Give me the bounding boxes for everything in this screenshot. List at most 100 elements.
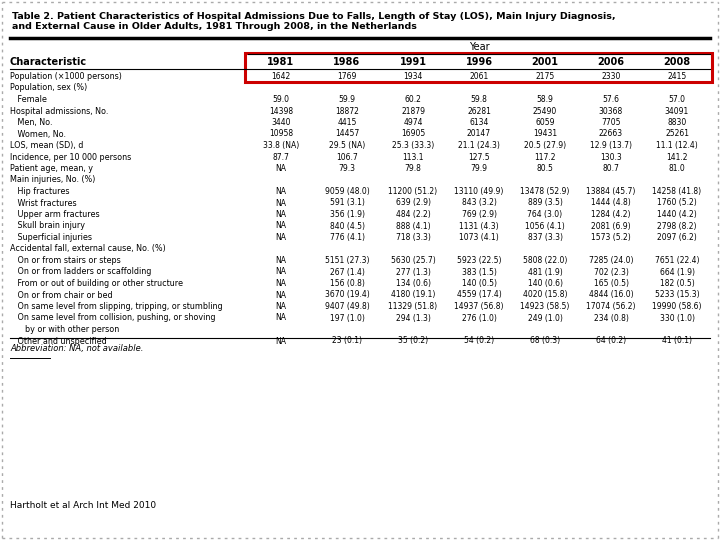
Text: NA: NA [276, 302, 287, 311]
Text: 2081 (6.9): 2081 (6.9) [591, 221, 631, 231]
Text: 6134: 6134 [469, 118, 489, 127]
Text: Skull brain injury: Skull brain injury [10, 221, 85, 231]
Text: From or out of building or other structure: From or out of building or other structu… [10, 279, 183, 288]
Text: 356 (1.9): 356 (1.9) [330, 210, 364, 219]
Text: 33.8 (NA): 33.8 (NA) [263, 141, 299, 150]
Text: 130.3: 130.3 [600, 152, 622, 161]
Text: 4020 (15.8): 4020 (15.8) [523, 291, 567, 300]
Text: 2006: 2006 [598, 57, 624, 67]
Text: 18872: 18872 [335, 106, 359, 116]
Text: 2798 (8.2): 2798 (8.2) [657, 221, 697, 231]
Text: 54 (0.2): 54 (0.2) [464, 336, 494, 346]
Text: 14937 (56.8): 14937 (56.8) [454, 302, 504, 311]
Text: NA: NA [276, 221, 287, 231]
Text: 79.9: 79.9 [470, 164, 487, 173]
Text: 484 (2.2): 484 (2.2) [395, 210, 431, 219]
Text: 702 (2.3): 702 (2.3) [593, 267, 629, 276]
Text: Upper arm fractures: Upper arm fractures [10, 210, 99, 219]
Text: 7705: 7705 [601, 118, 621, 127]
Text: 23 (0.1): 23 (0.1) [332, 336, 362, 346]
Text: Other and unspecified: Other and unspecified [10, 336, 107, 346]
Text: Incidence, per 10 000 persons: Incidence, per 10 000 persons [10, 152, 131, 161]
Text: 64 (0.2): 64 (0.2) [596, 336, 626, 346]
Text: 1573 (5.2): 1573 (5.2) [591, 233, 631, 242]
Text: 1991: 1991 [400, 57, 426, 67]
Text: by or with other person: by or with other person [10, 325, 120, 334]
Text: 25261: 25261 [665, 130, 689, 138]
Text: 113.1: 113.1 [402, 152, 424, 161]
Text: 60.2: 60.2 [405, 95, 421, 104]
Text: 276 (1.0): 276 (1.0) [462, 314, 496, 322]
Text: 25.3 (33.3): 25.3 (33.3) [392, 141, 434, 150]
Text: 81.0: 81.0 [669, 164, 685, 173]
Text: NA: NA [276, 291, 287, 300]
Text: 79.8: 79.8 [405, 164, 421, 173]
Text: 1986: 1986 [333, 57, 361, 67]
Text: 21879: 21879 [401, 106, 425, 116]
Text: Wrist fractures: Wrist fractures [10, 199, 76, 207]
Text: Superficial injuries: Superficial injuries [10, 233, 92, 242]
Text: On or from chair or bed: On or from chair or bed [10, 291, 112, 300]
Text: 837 (3.3): 837 (3.3) [528, 233, 562, 242]
Text: 197 (1.0): 197 (1.0) [330, 314, 364, 322]
Text: 26281: 26281 [467, 106, 491, 116]
Text: Main injuries, No. (%): Main injuries, No. (%) [10, 176, 95, 185]
Text: NA: NA [276, 210, 287, 219]
Text: 165 (0.5): 165 (0.5) [593, 279, 629, 288]
Text: 1131 (4.3): 1131 (4.3) [459, 221, 499, 231]
Text: 19990 (58.6): 19990 (58.6) [652, 302, 702, 311]
Text: 127.5: 127.5 [468, 152, 490, 161]
Text: 11200 (51.2): 11200 (51.2) [388, 187, 438, 196]
Text: 13110 (49.9): 13110 (49.9) [454, 187, 504, 196]
Text: 80.7: 80.7 [603, 164, 619, 173]
Text: Table 2. Patient Characteristics of Hospital Admissions Due to Falls, Length of : Table 2. Patient Characteristics of Hosp… [12, 12, 616, 21]
Text: 80.5: 80.5 [536, 164, 554, 173]
Text: On or from stairs or steps: On or from stairs or steps [10, 256, 121, 265]
Text: Men, No.: Men, No. [10, 118, 53, 127]
Text: 5808 (22.0): 5808 (22.0) [523, 256, 567, 265]
Text: 5233 (15.3): 5233 (15.3) [654, 291, 699, 300]
Text: On or from ladders or scaffolding: On or from ladders or scaffolding [10, 267, 151, 276]
Text: On same level from slipping, tripping, or stumbling: On same level from slipping, tripping, o… [10, 302, 222, 311]
Text: 41 (0.1): 41 (0.1) [662, 336, 692, 346]
Text: On same level from collision, pushing, or shoving: On same level from collision, pushing, o… [10, 314, 215, 322]
Text: 2001: 2001 [531, 57, 559, 67]
Text: 249 (1.0): 249 (1.0) [528, 314, 562, 322]
Text: 13884 (45.7): 13884 (45.7) [586, 187, 636, 196]
Text: 3670 (19.4): 3670 (19.4) [325, 291, 369, 300]
Text: 22663: 22663 [599, 130, 623, 138]
Text: 2097 (6.2): 2097 (6.2) [657, 233, 697, 242]
Text: 889 (3.5): 889 (3.5) [528, 199, 562, 207]
Text: 4559 (17.4): 4559 (17.4) [456, 291, 501, 300]
Text: NA: NA [276, 233, 287, 242]
Bar [245, 53, 712, 82]
Text: 20.5 (27.9): 20.5 (27.9) [524, 141, 566, 150]
Text: 1073 (4.1): 1073 (4.1) [459, 233, 499, 242]
Text: 1769: 1769 [337, 72, 356, 81]
Text: 664 (1.9): 664 (1.9) [660, 267, 695, 276]
Text: 57.6: 57.6 [603, 95, 619, 104]
Text: 6059: 6059 [535, 118, 554, 127]
Text: 1934: 1934 [403, 72, 423, 81]
Text: 117.2: 117.2 [534, 152, 556, 161]
Text: 14457: 14457 [335, 130, 359, 138]
Text: NA: NA [276, 164, 287, 173]
Text: 68 (0.3): 68 (0.3) [530, 336, 560, 346]
Text: 79.3: 79.3 [338, 164, 356, 173]
Text: NA: NA [276, 267, 287, 276]
Text: 277 (1.3): 277 (1.3) [395, 267, 431, 276]
Text: 591 (3.1): 591 (3.1) [330, 199, 364, 207]
Text: 14923 (58.5): 14923 (58.5) [521, 302, 570, 311]
Text: 2175: 2175 [536, 72, 554, 81]
Text: 4415: 4415 [337, 118, 356, 127]
Text: 764 (3.0): 764 (3.0) [528, 210, 562, 219]
Text: NA: NA [276, 187, 287, 196]
Text: Hip fractures: Hip fractures [10, 187, 70, 196]
Text: 25490: 25490 [533, 106, 557, 116]
Text: 58.9: 58.9 [536, 95, 554, 104]
Text: 2008: 2008 [663, 57, 690, 67]
Text: 481 (1.9): 481 (1.9) [528, 267, 562, 276]
Text: 294 (1.3): 294 (1.3) [395, 314, 431, 322]
Text: Characteristic: Characteristic [10, 57, 87, 67]
Text: 4180 (19.1): 4180 (19.1) [391, 291, 435, 300]
